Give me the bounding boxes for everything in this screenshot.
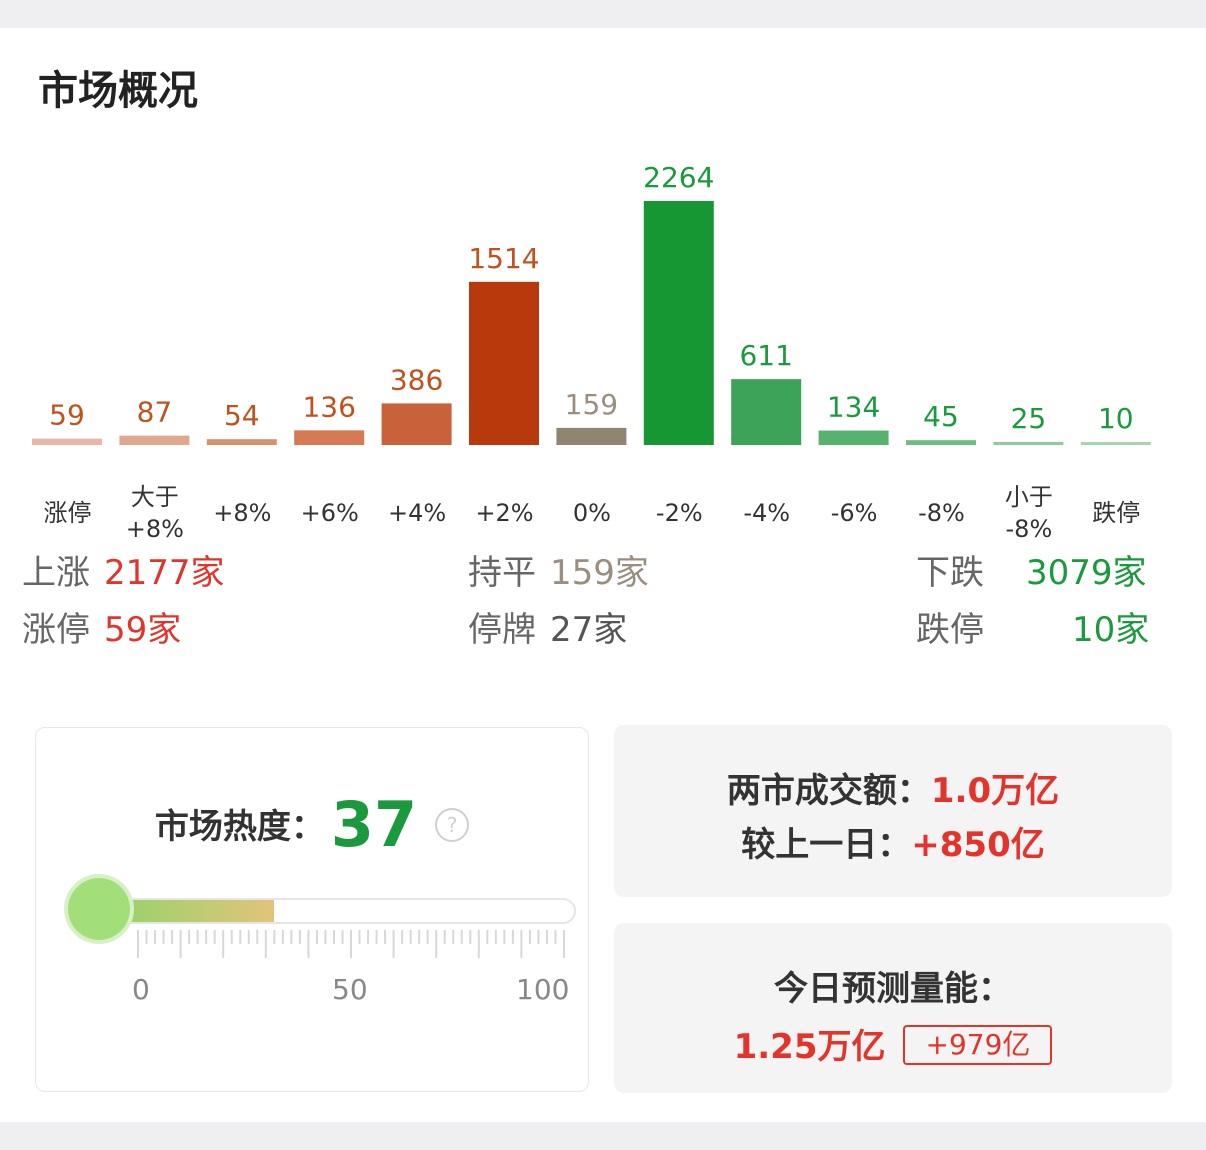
forecast-badge: +979亿 bbox=[903, 1025, 1053, 1065]
turnover-line: 两市成交额：1.0万亿 bbox=[614, 763, 1172, 812]
heat-thermometer-bulb bbox=[68, 878, 130, 940]
stat-suspended: 停牌 27家 bbox=[468, 610, 627, 650]
turnover-label: 两市成交额： bbox=[726, 771, 931, 811]
stat-limit-down-value: 10家 bbox=[1072, 610, 1150, 650]
distribution-chart-svg: 59 87 54 136 386 1514 159 2264 611 134 45 25 10 bbox=[32, 161, 1151, 445]
x-tick-label: +2% bbox=[475, 499, 534, 527]
scale-max: 100 bbox=[516, 973, 570, 1006]
bar-5 bbox=[469, 281, 539, 445]
x-tick-label: -4% bbox=[743, 499, 791, 527]
stat-suspended-value: 27家 bbox=[550, 610, 628, 650]
market-overview-card: 市场概况 59 87 54 136 386 1514 159 2264 611 134 45 25 10… bbox=[0, 28, 1206, 1122]
bar-value-label: 45 bbox=[923, 400, 959, 433]
x-axis-labels: 涨停 大于 +8% +8% +6% +4% +2% 0% -2% -4% -6% -8% 小于 -8%… bbox=[0, 478, 1206, 548]
stat-down-label: 下跌 bbox=[916, 553, 984, 593]
bar-value-label: 1514 bbox=[468, 242, 539, 275]
stat-up: 上涨 2177家 bbox=[22, 553, 225, 593]
stat-suspended-label: 停牌 bbox=[468, 610, 536, 650]
x-tick-label: 跌停 bbox=[1092, 499, 1141, 527]
forecast-value-line: 1.25万亿 +979亿 bbox=[614, 1019, 1172, 1068]
stat-up-value: 2177家 bbox=[104, 553, 225, 593]
x-tick-label: +6% bbox=[300, 499, 359, 527]
stat-down: 下跌 3079家 bbox=[916, 553, 1147, 593]
heat-label: 市场热度： bbox=[154, 807, 325, 847]
bar-7 bbox=[643, 201, 714, 445]
bar-value-label: 611 bbox=[739, 339, 792, 372]
bar-value-label: 2264 bbox=[643, 161, 714, 194]
bar-10 bbox=[906, 440, 976, 445]
stat-limit-up-label: 涨停 bbox=[22, 610, 90, 650]
scale-mid: 50 bbox=[332, 973, 368, 1006]
stat-up-label: 上涨 bbox=[22, 553, 90, 593]
x-tick-label: 0% bbox=[572, 499, 611, 527]
x-tick-label: -2% bbox=[655, 499, 703, 527]
heat-tick-marks bbox=[137, 930, 565, 958]
turnover-compare-value: +850亿 bbox=[911, 825, 1045, 865]
stat-down-value: 3079家 bbox=[1026, 553, 1147, 593]
bar-value-label: 59 bbox=[49, 399, 85, 432]
bar-value-label: 87 bbox=[137, 396, 173, 429]
distribution-chart: 59 87 54 136 386 1514 159 2264 611 134 45 25 10 涨停 大于… bbox=[0, 148, 1206, 548]
forecast-value: 1.25万亿 bbox=[733, 1027, 886, 1067]
x-tick-label: 大于 +8% bbox=[125, 483, 184, 543]
stat-flat-label: 持平 bbox=[468, 553, 536, 593]
bar-4 bbox=[381, 403, 452, 445]
x-tick-label: -8% bbox=[918, 499, 965, 527]
bar-9 bbox=[818, 430, 889, 445]
turnover-compare-line: 较上一日：+850亿 bbox=[614, 817, 1172, 866]
scale-min: 0 bbox=[132, 973, 150, 1006]
bar-value-label: 136 bbox=[302, 390, 355, 423]
bar-8 bbox=[731, 379, 802, 445]
bar-11 bbox=[993, 442, 1064, 445]
stat-flat-value: 159家 bbox=[550, 553, 649, 593]
forecast-label: 今日预测量能： bbox=[774, 969, 1012, 1009]
bar-3 bbox=[294, 430, 365, 445]
stat-flat: 持平 159家 bbox=[468, 553, 649, 593]
bar-value-label: 159 bbox=[565, 388, 618, 421]
turnover-compare-label: 较上一日： bbox=[741, 825, 912, 865]
forecast-card: 今日预测量能： 1.25万亿 +979亿 bbox=[614, 923, 1172, 1093]
page-title: 市场概况 bbox=[38, 68, 198, 114]
stat-limit-up: 涨停 59家 bbox=[22, 610, 181, 650]
help-icon[interactable]: ? bbox=[435, 808, 470, 842]
heat-ticks bbox=[136, 928, 566, 960]
x-tick-label: 小于 -8% bbox=[1004, 483, 1053, 543]
bar-value-label: 25 bbox=[1011, 402, 1047, 435]
bar-1 bbox=[119, 435, 190, 445]
market-heat-card: 市场热度：37? 0 50 100 bbox=[35, 727, 589, 1092]
heat-title: 市场热度：37? bbox=[36, 788, 588, 861]
bar-0 bbox=[32, 438, 102, 445]
x-tick-label: +8% bbox=[213, 499, 272, 527]
heat-fill bbox=[98, 900, 275, 922]
bar-value-label: 10 bbox=[1098, 402, 1134, 435]
x-tick-label: -6% bbox=[830, 499, 878, 527]
x-tick-label: 涨停 bbox=[43, 499, 92, 527]
bar-12 bbox=[1080, 442, 1151, 445]
heat-score: 37 bbox=[330, 788, 418, 861]
heat-track bbox=[96, 898, 576, 924]
stat-limit-up-value: 59家 bbox=[104, 610, 182, 650]
stat-limit-down-label: 跌停 bbox=[916, 610, 984, 650]
bar-2 bbox=[206, 439, 277, 445]
bar-value-label: 54 bbox=[224, 399, 260, 432]
bar-6 bbox=[556, 427, 627, 445]
bar-value-label: 134 bbox=[827, 391, 880, 424]
turnover-card: 两市成交额：1.0万亿 较上一日：+850亿 bbox=[614, 725, 1172, 897]
turnover-value: 1.0万亿 bbox=[930, 771, 1060, 811]
x-tick-label: +4% bbox=[388, 499, 447, 527]
stat-limit-down: 跌停 10家 bbox=[916, 610, 1149, 650]
bar-value-label: 386 bbox=[390, 363, 443, 396]
